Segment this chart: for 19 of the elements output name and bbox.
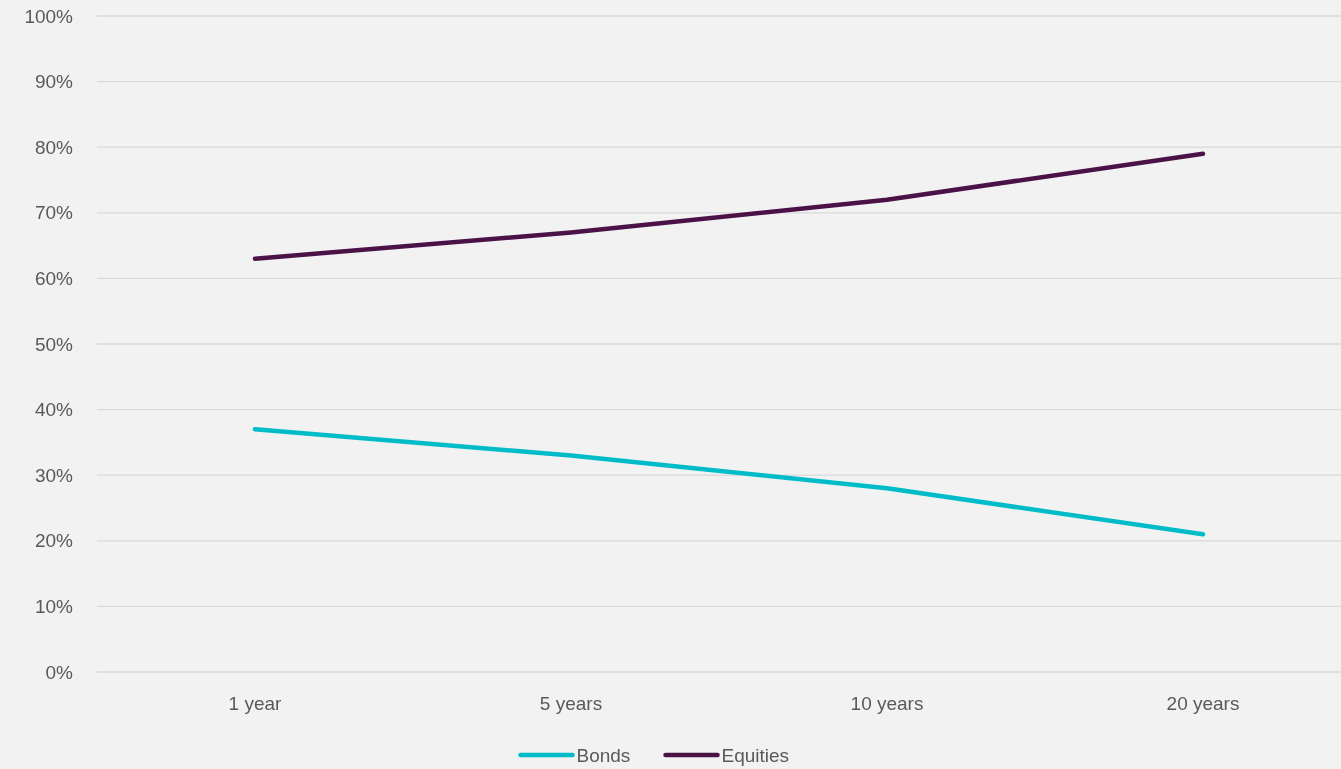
line-series (252, 427, 1206, 537)
x-tick-label: 1 year (228, 693, 283, 714)
y-tick-label: 0% (45, 661, 74, 683)
legend-label: Equities (721, 744, 790, 766)
y-tick-label: 90% (34, 71, 74, 93)
y-tick-label: 10% (34, 596, 74, 618)
x-tick-label: 20 years (1166, 693, 1240, 714)
legend-label: Bonds (576, 744, 631, 766)
y-tick-label: 50% (34, 333, 74, 355)
y-tick-label: 30% (34, 464, 74, 486)
y-tick-label: 70% (34, 202, 74, 224)
x-tick-label: 5 years (539, 693, 603, 714)
line-series (252, 151, 1206, 261)
y-tick-label: 100% (24, 5, 74, 27)
y-tick-label: 80% (34, 136, 74, 158)
y-tick-label: 60% (34, 268, 74, 290)
y-tick-label: 20% (34, 530, 74, 552)
y-tick-label: 40% (34, 399, 74, 421)
x-tick-label: 10 years (850, 693, 924, 714)
